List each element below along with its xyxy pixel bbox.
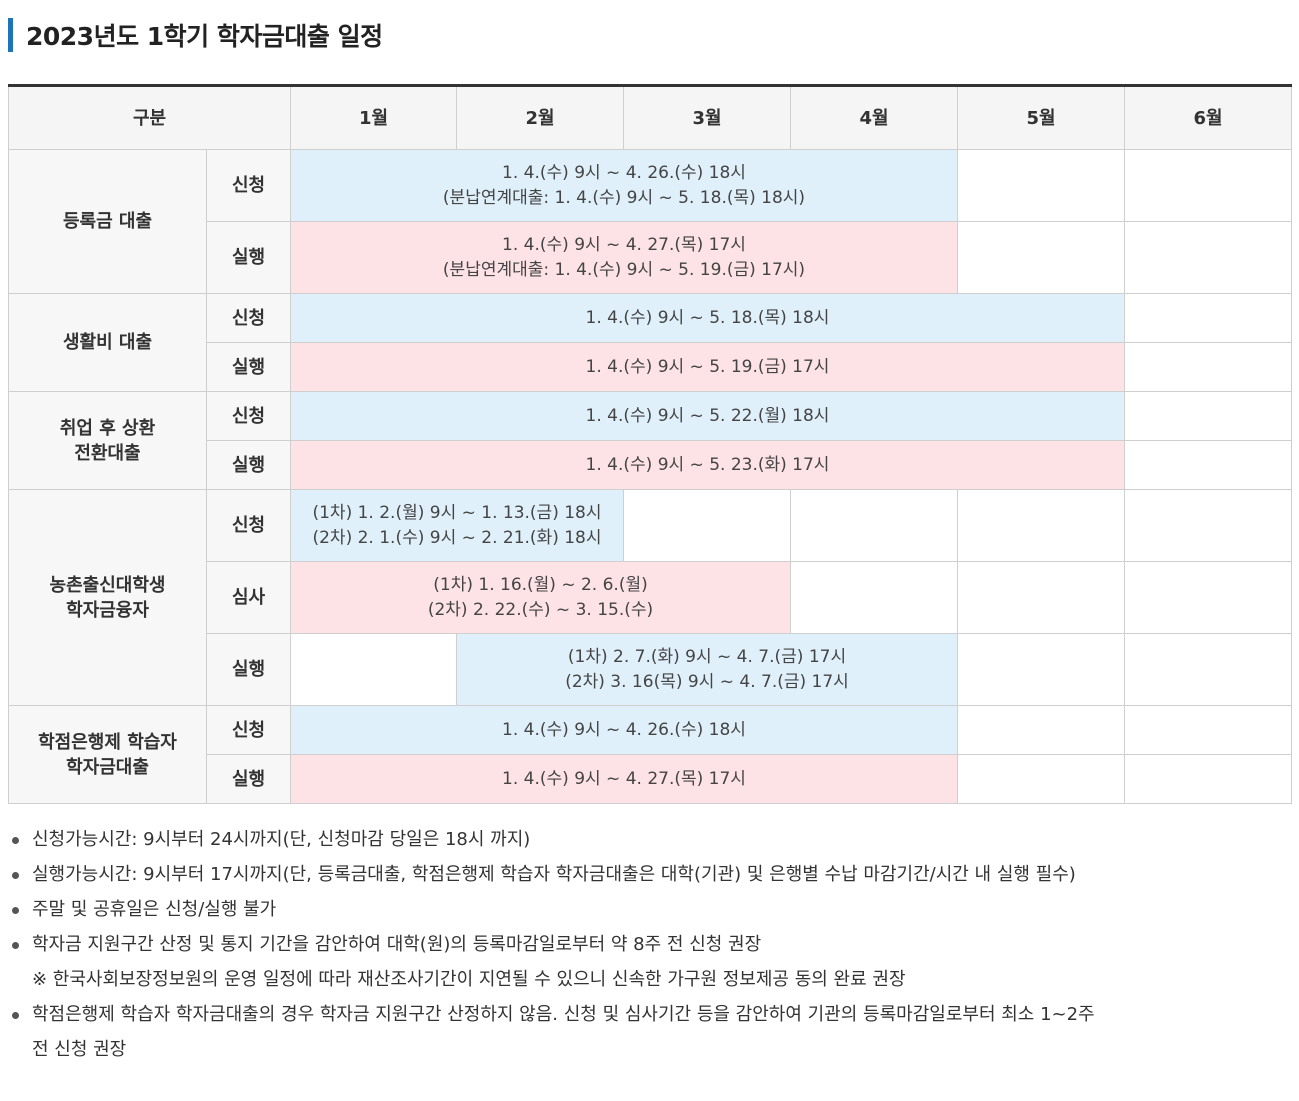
page-title: 2023년도 1학기 학자금대출 일정 [26, 22, 383, 51]
group-credit-bank-loan: 학점은행제 학습자 학자금대출 [8, 705, 207, 804]
header-category: 구분 [8, 85, 291, 150]
list-item-note: ※ 한국사회보장정보원의 운영 일정에 따라 재산조사기간이 지연될 수 있으니… [32, 969, 906, 990]
loan-schedule-table: 구분 1월 2월 3월 4월 5월 6월 등록금 대출 신청 1. 4.(수) … [8, 84, 1292, 804]
stage-review: 심사 [206, 561, 291, 634]
period-execute: 1. 4.(수) 9시 ~ 4. 27.(목) 17시 [290, 754, 958, 804]
header-month-1: 1월 [290, 85, 457, 150]
table-row: 실행 1. 4.(수) 9시 ~ 4. 27.(목) 17시 [9, 754, 1292, 804]
table-row: 실행 (1차) 2. 7.(화) 9시 ~ 4. 7.(금) 17시 (2차) … [9, 633, 1292, 706]
period-apply: 1. 4.(수) 9시 ~ 4. 26.(수) 18시 [290, 705, 958, 755]
table-row: 농촌출신대학생 학자금융자 신청 (1차) 1. 2.(월) 9시 ~ 1. 1… [8, 489, 1292, 706]
period-review: (1차) 1. 16.(월) ~ 2. 6.(월) (2차) 2. 22.(수)… [290, 561, 791, 634]
stage-apply: 신청 [206, 705, 291, 755]
group-living-loan: 생활비 대출 [8, 293, 207, 392]
stage-apply: 신청 [206, 391, 291, 441]
stage-apply: 신청 [206, 489, 291, 562]
header-month-5: 5월 [957, 85, 1125, 150]
header-month-6: 6월 [1124, 85, 1292, 150]
stage-execute: 실행 [206, 440, 291, 490]
stage-apply: 신청 [206, 149, 291, 222]
list-item: 신청가능시간: 9시부터 24시까지(단, 신청마감 당일은 18시 까지) [8, 822, 1291, 857]
stage-execute: 실행 [206, 633, 291, 706]
period-apply: 1. 4.(수) 9시 ~ 4. 26.(수) 18시 (분납연계대출: 1. … [290, 149, 958, 222]
period-apply: 1. 4.(수) 9시 ~ 5. 18.(목) 18시 [290, 293, 1125, 343]
group-tuition-loan: 등록금 대출 [8, 149, 207, 294]
table-row: 등록금 대출 신청 1. 4.(수) 9시 ~ 4. 26.(수) 18시 (분… [8, 149, 1292, 294]
table-row: 취업 후 상환 전환대출 신청 1. 4.(수) 9시 ~ 5. 22.(월) … [8, 391, 1292, 490]
table-row: 실행 1. 4.(수) 9시 ~ 4. 27.(목) 17시 (분납연계대출: … [9, 221, 1292, 294]
list-item: 실행가능시간: 9시부터 17시까지(단, 등록금대출, 학점은행제 학습자 학… [8, 857, 1291, 892]
header-month-4: 4월 [790, 85, 958, 150]
group-label: 생활비 대출 [62, 332, 153, 353]
title-accent-bar [8, 18, 13, 52]
table-row: 생활비 대출 신청 1. 4.(수) 9시 ~ 5. 18.(목) 18시 [8, 293, 1292, 392]
header-month-3: 3월 [623, 85, 791, 150]
header-month-2: 2월 [456, 85, 624, 150]
stage-execute: 실행 [206, 221, 291, 294]
list-item: 주말 및 공휴일은 신청/실행 불가 [8, 892, 1291, 927]
table-row: 실행 1. 4.(수) 9시 ~ 5. 19.(금) 17시 [9, 342, 1292, 392]
group-label: 등록금 대출 [62, 211, 153, 232]
page-title-wrap: 2023년도 1학기 학자금대출 일정 [8, 16, 383, 54]
period-apply: 1. 4.(수) 9시 ~ 5. 22.(월) 18시 [290, 391, 1125, 441]
period-execute: (1차) 2. 7.(화) 9시 ~ 4. 7.(금) 17시 (2차) 3. … [456, 633, 958, 706]
stage-execute: 실행 [206, 754, 291, 804]
stage-apply: 신청 [206, 293, 291, 343]
list-item: 학점은행제 학습자 학자금대출의 경우 학자금 지원구간 산정하지 않음. 신청… [8, 997, 1291, 1032]
stage-execute: 실행 [206, 342, 291, 392]
period-apply: (1차) 1. 2.(월) 9시 ~ 1. 13.(금) 18시 (2차) 2.… [290, 489, 624, 562]
period-execute: 1. 4.(수) 9시 ~ 5. 19.(금) 17시 [290, 342, 1125, 392]
list-item: 학자금 지원구간 산정 및 통지 기간을 감안하여 대학(원)의 등록마감일로부… [8, 927, 1291, 962]
list-item-continuation: 전 신청 권장 [32, 1039, 127, 1060]
group-rural-student-loan: 농촌출신대학생 학자금융자 [8, 489, 207, 706]
group-icl-conversion: 취업 후 상환 전환대출 [8, 391, 207, 490]
period-execute: 1. 4.(수) 9시 ~ 5. 23.(화) 17시 [290, 440, 1125, 490]
table-row: 학점은행제 학습자 학자금대출 신청 1. 4.(수) 9시 ~ 4. 26.(… [8, 705, 1292, 804]
header-row: 구분 1월 2월 3월 4월 5월 6월 [8, 85, 1292, 150]
period-execute: 1. 4.(수) 9시 ~ 4. 27.(목) 17시 (분납연계대출: 1. … [290, 221, 958, 294]
table-row: 실행 1. 4.(수) 9시 ~ 5. 23.(화) 17시 [9, 440, 1292, 490]
notes-list: 신청가능시간: 9시부터 24시까지(단, 신청마감 당일은 18시 까지) 실… [8, 822, 1291, 1067]
